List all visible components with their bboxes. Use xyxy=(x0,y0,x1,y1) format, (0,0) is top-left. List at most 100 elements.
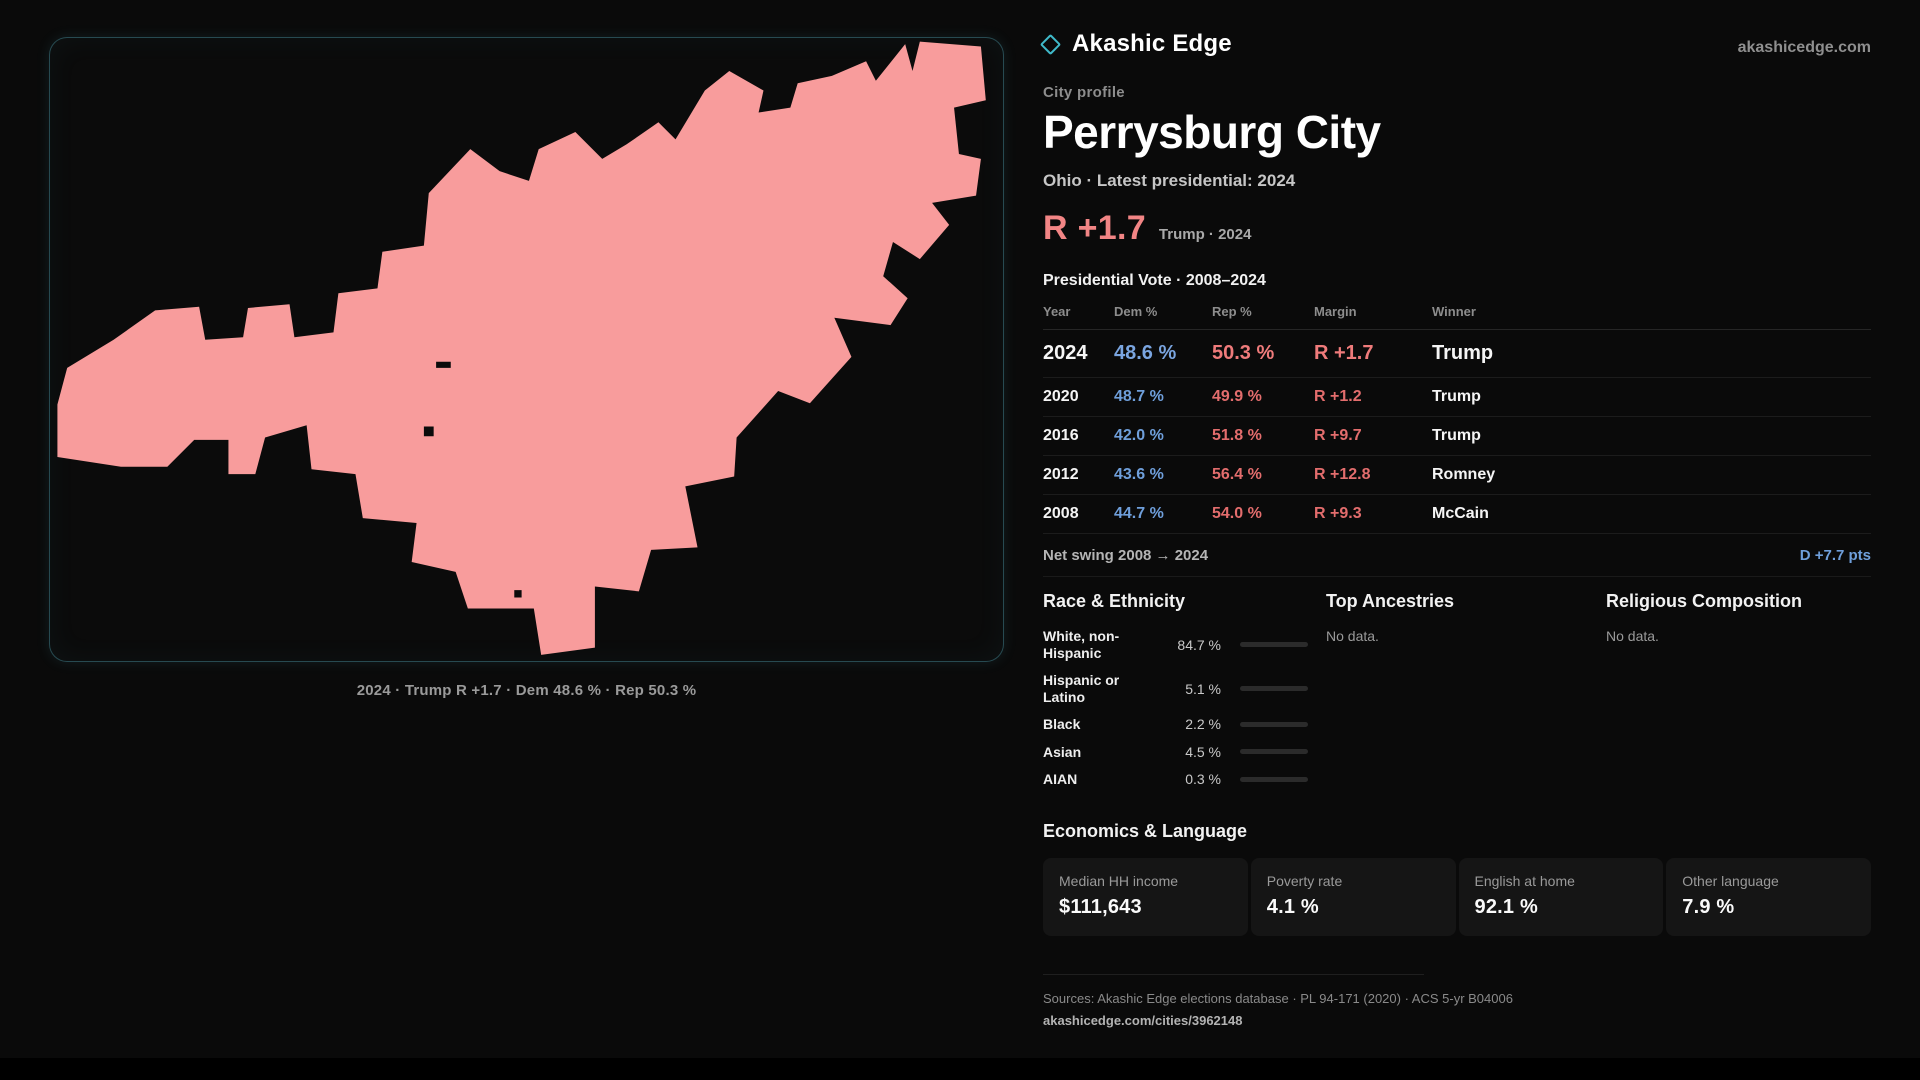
margin-cell: R +12.8 xyxy=(1314,466,1371,483)
stat-label: Median HH income xyxy=(1059,872,1179,889)
stat-label: Other language xyxy=(1682,872,1779,889)
race-row: Hispanic or Latino 5.1 % xyxy=(1043,672,1308,705)
race-row: AIAN 0.3 % xyxy=(1043,771,1308,788)
window-bottom-edge xyxy=(0,1058,1920,1080)
col-winner: Winner xyxy=(1432,304,1476,319)
year-cell: 2020 xyxy=(1043,388,1079,405)
map-column: 2024 · Trump R +1.7 · Dem 48.6 % · Rep 5… xyxy=(49,37,1004,699)
winner-cell: Romney xyxy=(1432,466,1496,483)
profile-content: Akashic Edge akashicedge.com City profil… xyxy=(1039,0,1871,1080)
table-row: 2020 48.7 % 49.9 % R +1.2 Trump xyxy=(1043,378,1871,417)
winner-cell: Trump xyxy=(1432,388,1481,405)
stat-value: 4.1 % xyxy=(1266,895,1319,918)
headline: R +1.7 Trump · 2024 xyxy=(1043,209,1871,248)
stat-label: Poverty rate xyxy=(1266,872,1343,889)
net-swing-row: Net swing 2008 → 2024 D +7.7 pts xyxy=(1043,534,1871,577)
headline-note: Trump · 2024 xyxy=(1158,226,1252,243)
religious-composition-section: Religious Composition No data. xyxy=(1606,591,1871,799)
dem-cell: 48.7 % xyxy=(1114,388,1164,405)
stats-row: Median HH income $111,643 Poverty rate 4… xyxy=(1043,857,1871,936)
permalink-link[interactable]: akashicedge.com/cities/3962148 xyxy=(1043,1012,1243,1028)
footer: Sources: Akashic Edge elections database… xyxy=(1043,973,1871,1030)
race-value: 84.7 % xyxy=(1177,636,1221,653)
race-ethnicity-section: Race & Ethnicity White, non-Hispanic 84.… xyxy=(1043,591,1308,799)
race-row: Asian 4.5 % xyxy=(1043,744,1308,761)
race-bar xyxy=(1240,721,1308,727)
race-label: Hispanic or Latino xyxy=(1043,672,1120,705)
race-value: 4.5 % xyxy=(1185,743,1221,760)
margin-cell: R +1.2 xyxy=(1314,388,1362,405)
map-caption: 2024 · Trump R +1.7 · Dem 48.6 % · Rep 5… xyxy=(356,682,697,699)
sources-text: Sources: Akashic Edge elections database… xyxy=(1043,990,1513,1006)
race-bar xyxy=(1240,749,1308,755)
footer-divider xyxy=(1043,973,1424,975)
vote-table-header: Year Dem % Rep % Margin Winner xyxy=(1043,304,1871,330)
winner-cell: McCain xyxy=(1432,505,1489,522)
race-label: AIAN xyxy=(1043,771,1078,788)
race-row: Black 2.2 % xyxy=(1043,716,1308,733)
year-cell: 2024 xyxy=(1043,342,1088,364)
race-value: 0.3 % xyxy=(1185,771,1221,788)
table-row: 2008 44.7 % 54.0 % R +9.3 McCain xyxy=(1043,495,1871,534)
race-bar xyxy=(1240,686,1308,692)
margin-cell: R +9.3 xyxy=(1314,505,1362,522)
city-map xyxy=(57,41,986,655)
site-domain-link[interactable]: akashicedge.com xyxy=(1737,38,1871,56)
dem-cell: 42.0 % xyxy=(1114,427,1164,444)
table-row: 2016 42.0 % 51.8 % R +9.7 Trump xyxy=(1043,417,1871,456)
rep-cell: 56.4 % xyxy=(1212,466,1262,483)
race-label: Black xyxy=(1043,716,1081,733)
col-rep: Rep % xyxy=(1212,304,1252,319)
brand-name: Akashic Edge xyxy=(1072,30,1232,57)
margin-cell: R +1.7 xyxy=(1314,342,1374,364)
rep-cell: 51.8 % xyxy=(1212,427,1262,444)
vote-table-title: Presidential Vote · 2008–2024 xyxy=(1043,272,1266,289)
brand: Akashic Edge xyxy=(1039,30,1232,58)
race-row: White, non-Hispanic 84.7 % xyxy=(1043,628,1308,661)
col-margin: Margin xyxy=(1314,304,1357,319)
headline-margin: R +1.7 xyxy=(1043,209,1146,247)
dem-cell: 44.7 % xyxy=(1114,505,1164,522)
race-bar xyxy=(1240,642,1308,648)
section-heading: Religious Composition xyxy=(1606,591,1802,611)
page-subtitle: Ohio · Latest presidential: 2024 xyxy=(1043,171,1296,190)
rep-cell: 54.0 % xyxy=(1212,505,1262,522)
no-data-text: No data. xyxy=(1606,628,1659,644)
dem-cell: 48.6 % xyxy=(1114,342,1177,364)
col-year: Year xyxy=(1043,304,1071,319)
demographic-sections: Race & Ethnicity White, non-Hispanic 84.… xyxy=(1043,591,1871,799)
economics-heading: Economics & Language xyxy=(1043,820,1248,841)
map-panel xyxy=(49,37,1004,662)
race-value: 2.2 % xyxy=(1185,716,1221,733)
net-swing-label: Net swing 2008 → 2024 xyxy=(1043,547,1209,564)
stat-value: $111,643 xyxy=(1059,895,1142,918)
race-value: 5.1 % xyxy=(1185,680,1221,697)
dem-cell: 43.6 % xyxy=(1114,466,1164,483)
winner-cell: Trump xyxy=(1432,427,1481,444)
net-swing-value: D +7.7 pts xyxy=(1799,547,1871,564)
rep-cell: 49.9 % xyxy=(1212,388,1262,405)
year-cell: 2012 xyxy=(1043,466,1079,483)
winner-cell: Trump xyxy=(1432,342,1494,364)
no-data-text: No data. xyxy=(1326,628,1379,644)
stat-card: Median HH income $111,643 xyxy=(1043,857,1248,936)
vote-table: Year Dem % Rep % Margin Winner 2024 48.6… xyxy=(1043,304,1871,577)
race-label: White, non-Hispanic xyxy=(1043,628,1120,661)
rep-cell: 50.3 % xyxy=(1212,342,1275,364)
header: Akashic Edge akashicedge.com xyxy=(1039,30,1871,58)
section-heading: Top Ancestries xyxy=(1326,591,1455,611)
diamond-logo-icon xyxy=(1039,33,1062,55)
city-boundary-shape xyxy=(57,41,986,655)
year-cell: 2008 xyxy=(1043,505,1079,522)
kicker: City profile xyxy=(1043,84,1125,101)
stat-label: English at home xyxy=(1474,872,1575,889)
page-title: Perrysburg City xyxy=(1043,106,1381,158)
race-label: Asian xyxy=(1043,743,1082,760)
col-dem: Dem % xyxy=(1114,304,1158,319)
stat-card: English at home 92.1 % xyxy=(1458,857,1664,936)
table-row: 2024 48.6 % 50.3 % R +1.7 Trump xyxy=(1043,330,1871,378)
top-ancestries-section: Top Ancestries No data. xyxy=(1326,591,1588,799)
stat-card: Poverty rate 4.1 % xyxy=(1250,857,1456,936)
stat-value: 92.1 % xyxy=(1474,895,1538,918)
